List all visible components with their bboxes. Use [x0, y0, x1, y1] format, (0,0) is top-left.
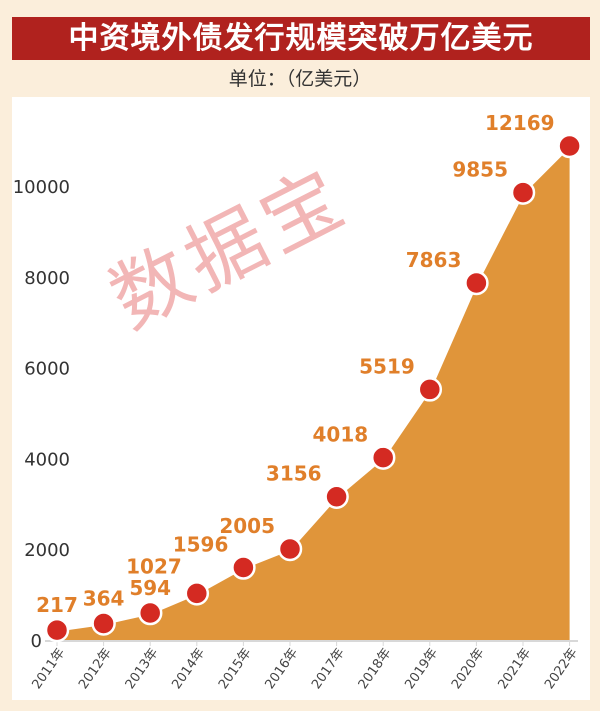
y-tick-label: 6000	[24, 359, 70, 380]
data-point	[44, 617, 70, 643]
data-point	[417, 377, 443, 402]
x-tick-label: 2018年	[356, 646, 395, 692]
data-label: 3156	[266, 462, 322, 486]
data-point	[510, 180, 536, 205]
x-tick-label: 2017年	[309, 646, 348, 692]
y-tick-label: 8000	[24, 268, 70, 289]
data-label: 594	[129, 576, 171, 600]
y-tick-label: 4000	[24, 449, 70, 470]
x-tick-label: 2012年	[76, 646, 115, 692]
watermark: 数据宝	[97, 152, 362, 347]
data-label: 9855	[452, 158, 508, 182]
data-point	[231, 555, 256, 580]
data-point	[370, 445, 396, 470]
data-point	[464, 270, 489, 296]
data-label: 7863	[406, 248, 462, 272]
data-point	[557, 133, 582, 159]
data-label: 1596	[173, 533, 229, 557]
data-point	[137, 600, 163, 626]
data-point	[277, 536, 303, 562]
data-label: 217	[36, 593, 78, 617]
data-point	[91, 611, 116, 636]
data-label: 364	[83, 586, 125, 610]
data-label: 5519	[359, 354, 415, 378]
x-tick-label: 2020年	[449, 646, 488, 692]
x-tick-label: 2011年	[30, 646, 69, 692]
area-fill	[54, 146, 570, 640]
data-point	[184, 581, 210, 606]
x-tick-label: 2013年	[123, 646, 162, 692]
x-tick-label: 2015年	[216, 646, 255, 692]
chart-title: 中资境外债发行规模突破万亿美元	[12, 17, 590, 60]
x-tick-label: 2022年	[542, 646, 581, 692]
x-tick-label: 2014年	[169, 646, 208, 692]
x-tick-label: 2019年	[402, 646, 441, 692]
x-tick-label: 2016年	[263, 646, 302, 692]
data-label: 2005	[219, 514, 275, 538]
data-point	[324, 484, 349, 509]
data-label: 12169	[485, 111, 555, 135]
y-tick-label: 0	[31, 631, 42, 652]
unit-subtitle: 单位：（亿美元）	[228, 68, 372, 90]
y-tick-label: 2000	[24, 540, 70, 561]
data-label: 4018	[313, 423, 369, 447]
data-label: 1027	[126, 554, 182, 578]
x-tick-label: 2021年	[496, 646, 535, 692]
y-tick-label: 10000	[13, 177, 70, 198]
